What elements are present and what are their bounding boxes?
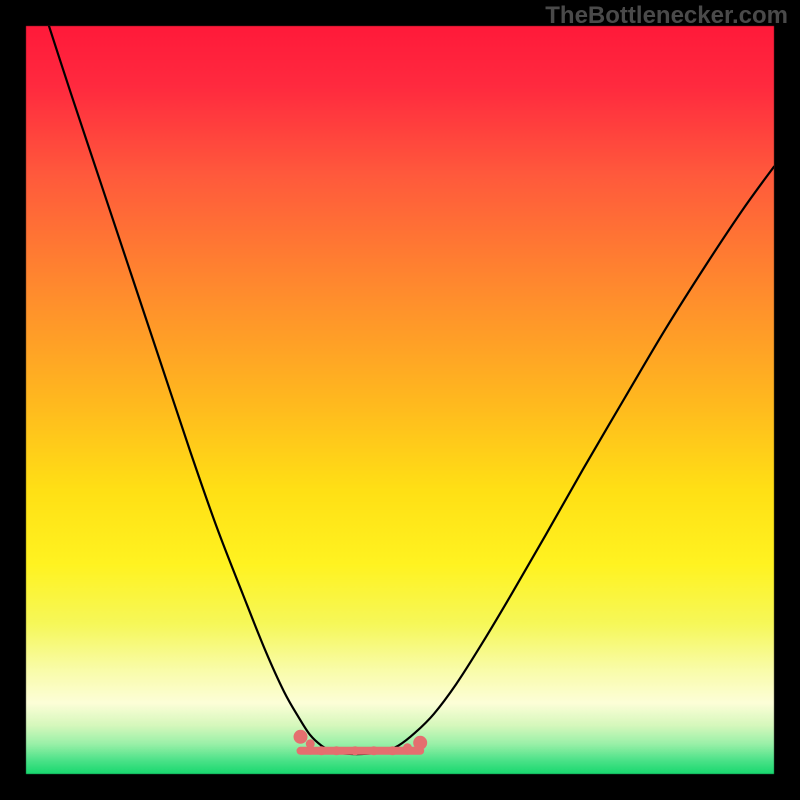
watermark-text: TheBottlenecker.com bbox=[545, 2, 788, 30]
curve-overlay bbox=[0, 0, 800, 800]
optimal-range-marker bbox=[306, 739, 315, 748]
optimal-range-marker bbox=[369, 746, 378, 755]
optimal-range-marker bbox=[403, 743, 412, 752]
bottleneck-curve bbox=[42, 4, 774, 755]
optimal-range-marker bbox=[332, 746, 341, 755]
optimal-range-marker bbox=[413, 736, 427, 750]
optimal-range-marker bbox=[317, 746, 326, 755]
optimal-range-marker bbox=[351, 746, 360, 755]
optimal-range-marker bbox=[388, 746, 397, 755]
chart-stage: TheBottlenecker.com bbox=[0, 0, 800, 800]
optimal-range-marker bbox=[294, 730, 308, 744]
